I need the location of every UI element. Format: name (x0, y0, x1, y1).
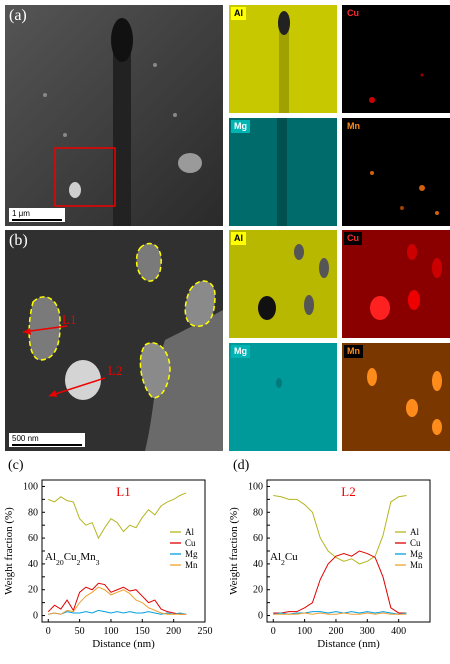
line1-label: L1 (62, 312, 77, 327)
x-tick-label: 0 (271, 626, 276, 637)
x-axis-label: Distance (nm) (317, 638, 380, 650)
panel-b-stem-image: (b) L1 L2 500 nm (5, 230, 223, 451)
panel-a-micrograph (5, 5, 223, 226)
x-tick-label: 50 (75, 626, 85, 637)
line2-label: L2 (108, 363, 123, 378)
map-b-mg: Mg (229, 343, 337, 451)
y-tick-label: 0 (33, 611, 38, 622)
map-b-mg-label: Mg (231, 345, 250, 358)
legend-label: Cu (410, 538, 421, 548)
x-tick-label: 250 (198, 626, 213, 637)
y-tick-label: 40 (28, 559, 38, 570)
x-tick-label: 100 (103, 626, 118, 637)
panel-a-scalebar: 1 μm (9, 208, 65, 222)
legend-label: Al (185, 527, 194, 537)
series-line-cu (47, 582, 187, 615)
panel-label: (c) (8, 458, 24, 473)
map-a-cu: Cu (342, 5, 450, 113)
map-a-mg: Mg (229, 118, 337, 226)
panel-b-scalebar: 500 nm (9, 433, 85, 447)
y-tick-label: 60 (28, 533, 38, 544)
panel-a-scalebar-text: 1 μm (12, 209, 30, 218)
series-line-mn (273, 612, 407, 615)
y-tick-label: 80 (28, 507, 38, 518)
selection-box (54, 147, 116, 207)
map-a-mg-label: Mg (231, 120, 250, 133)
panel-label: (d) (233, 458, 250, 473)
map-a-cu-label: Cu (344, 7, 362, 20)
line-label: L1 (116, 484, 130, 499)
map-a-al-label: Al (231, 7, 246, 20)
y-tick-label: 100 (23, 481, 38, 492)
line-label: L2 (341, 484, 355, 499)
x-tick-label: 300 (360, 626, 375, 637)
y-tick-label: 20 (253, 585, 263, 596)
panel-a-stem-image: (a) 1 μm (5, 5, 223, 226)
x-axis-label: Distance (nm) (92, 638, 155, 650)
phase-annotation: Al2Cu (270, 551, 298, 567)
particle-l2 (139, 342, 171, 399)
series-line-al (273, 494, 407, 565)
map-a-al: Al (229, 5, 337, 113)
y-tick-label: 20 (28, 585, 38, 596)
legend-label: Mn (410, 560, 423, 570)
legend-label: Mn (185, 560, 198, 570)
panel-b-label: (b) (9, 232, 28, 249)
y-axis-label: Weight fraction (%) (3, 507, 15, 595)
map-b-al: Al (229, 230, 337, 338)
x-tick-label: 200 (328, 626, 343, 637)
y-tick-label: 0 (258, 611, 263, 622)
y-tick-label: 40 (253, 559, 263, 570)
phase-annotation: Al20Cu2Mn3 (45, 551, 100, 567)
map-b-cu-label: Cu (344, 232, 362, 245)
map-a-mn: Mn (342, 118, 450, 226)
series-line-mn (48, 586, 187, 615)
y-axis-label: Weight fraction (%) (228, 507, 240, 595)
x-tick-label: 150 (135, 626, 150, 637)
map-b-al-label: Al (231, 232, 246, 245)
legend-label: Al (410, 527, 419, 537)
map-b-mn-label: Mn (344, 345, 363, 358)
panel-a-label: (a) (9, 7, 27, 24)
x-tick-label: 400 (391, 626, 406, 637)
chart-d: (d) 0 20 40 60 80 100 0 100 200 300 400 Distance (nm… (228, 458, 431, 650)
x-tick-label: 100 (297, 626, 312, 637)
x-tick-label: 0 (46, 626, 51, 637)
series-line-al (48, 492, 187, 540)
panel-b-scalebar-text: 500 nm (12, 434, 39, 443)
y-tick-label: 100 (248, 481, 263, 492)
series-line-cu (273, 550, 407, 614)
panel-b-micrograph (5, 230, 223, 451)
chart-c: (c) 0 20 40 60 80 100 0 50 100 150 200 250 Distance (… (3, 458, 213, 650)
x-tick-label: 200 (166, 626, 181, 637)
y-tick-label: 60 (253, 533, 263, 544)
legend-label: Mg (185, 549, 198, 559)
map-a-mn-label: Mn (344, 120, 363, 133)
legend-label: Mg (410, 549, 423, 559)
legend-label: Cu (185, 538, 196, 548)
series-line-mg (273, 611, 407, 615)
map-b-mn: Mn (342, 343, 450, 451)
y-tick-label: 80 (253, 507, 263, 518)
map-b-cu: Cu (342, 230, 450, 338)
